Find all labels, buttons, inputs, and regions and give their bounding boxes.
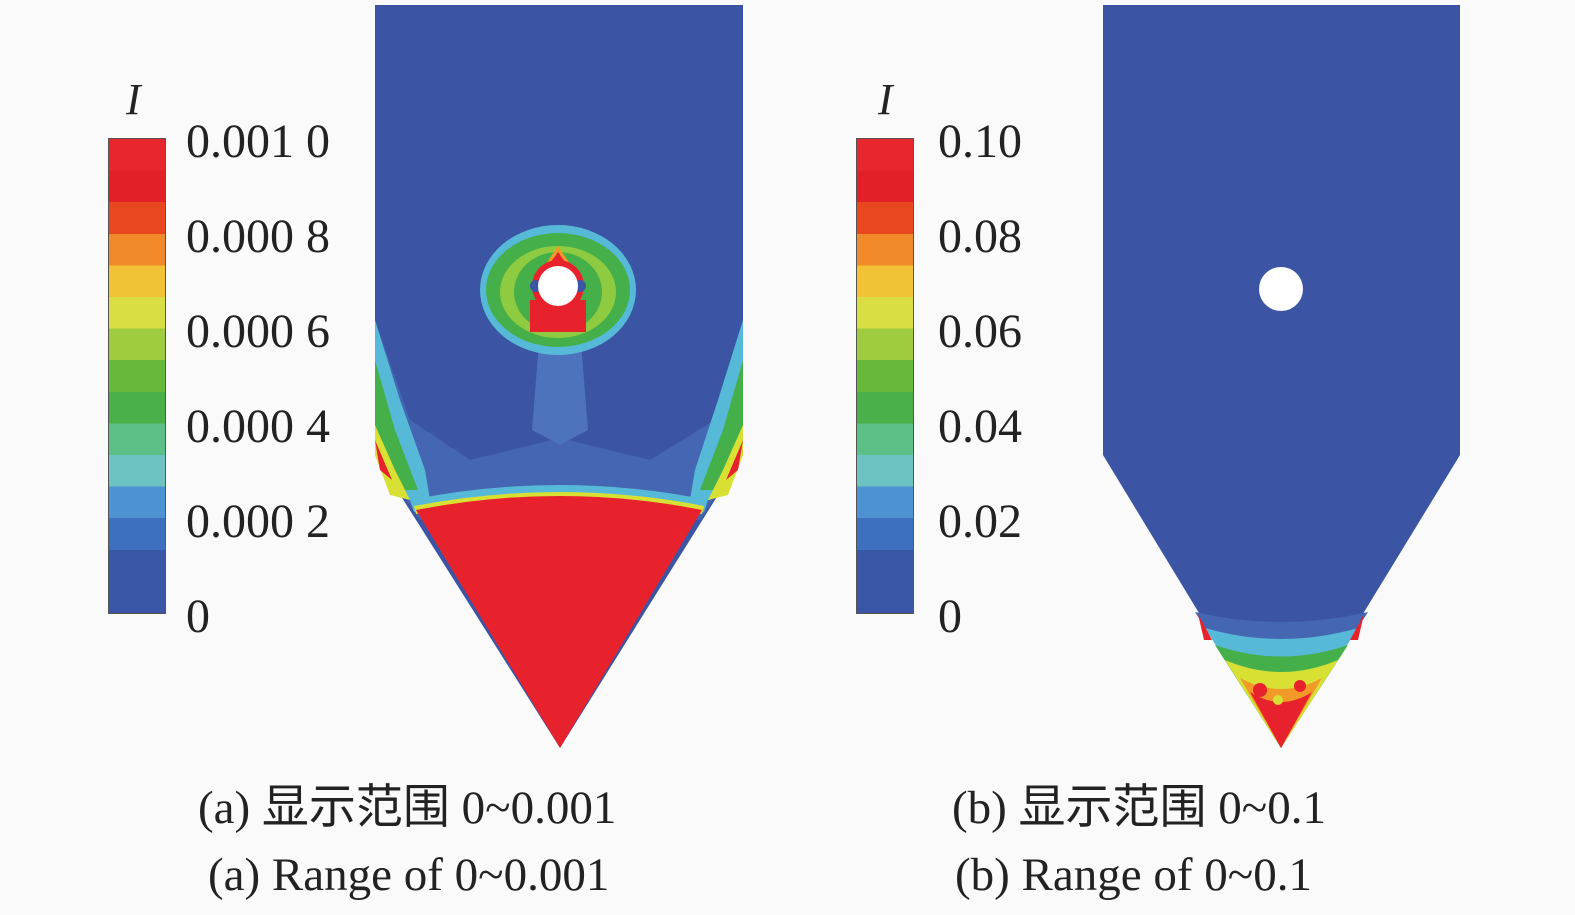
colorbar-b-symbol: I [878, 78, 893, 122]
colorbar-a-tick-0008: 0.000 8 [186, 213, 330, 261]
colorbar-a-tick-0006: 0.000 6 [186, 308, 330, 356]
panel-b: I 0.10 0.08 0.06 0.04 0.02 0 (b) 显示范围 0~… [790, 0, 1575, 915]
colorbar-b-tick-008: 0.08 [938, 213, 1022, 261]
cylinder-a [538, 266, 578, 306]
caption-b-zh: (b) 显示范围 0~0.1 [952, 785, 1326, 832]
colorbar-b-tick-004: 0.04 [938, 403, 1022, 451]
contour-field-b [1100, 0, 1465, 760]
colorbar-b [856, 138, 914, 614]
colorbar-a-tick-zero: 0 [186, 593, 210, 641]
caption-b-en: (b) Range of 0~0.1 [955, 852, 1312, 899]
panel-a: I 0.001 0 0.000 8 0.000 6 0.000 4 0.000 … [0, 0, 780, 915]
colorbar-b-tick-006: 0.06 [938, 308, 1022, 356]
caption-a-en: (a) Range of 0~0.001 [208, 852, 609, 899]
colorbar-b-tick-max: 0.10 [938, 118, 1022, 166]
dense-region-a [416, 496, 702, 748]
colorbar-a-tick-max: 0.001 0 [186, 118, 330, 166]
colorbar-a-tick-0004: 0.000 4 [186, 403, 330, 451]
colorbar-b-tick-zero: 0 [938, 593, 962, 641]
colorbar-a [108, 138, 166, 614]
colorbar-a-tick-0002: 0.000 2 [186, 498, 330, 546]
contour-field-a [370, 0, 750, 760]
colorbar-b-tick-002: 0.02 [938, 498, 1022, 546]
cylinder-b [1259, 267, 1303, 311]
caption-a-zh: (a) 显示范围 0~0.001 [198, 785, 616, 832]
colorbar-a-symbol: I [126, 78, 141, 122]
